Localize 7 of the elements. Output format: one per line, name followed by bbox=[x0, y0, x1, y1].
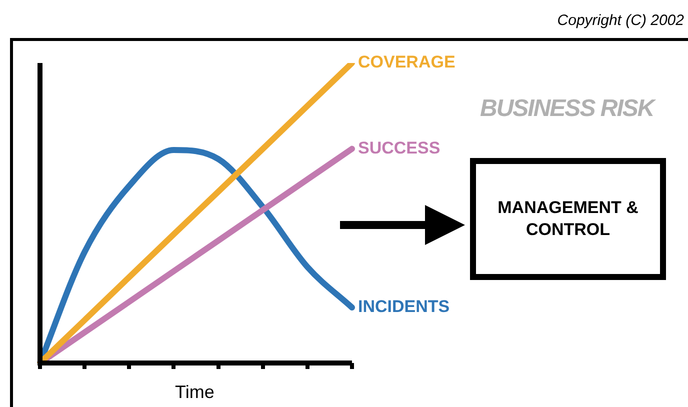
series-label: SUCCESS bbox=[358, 138, 440, 158]
text: BUSINESS RISK bbox=[480, 95, 654, 123]
text: Copyright (C) 2002 bbox=[557, 12, 684, 29]
x-axis-title: Time bbox=[175, 382, 214, 403]
series-label: INCIDENTS bbox=[358, 297, 450, 316]
series-label: COVERAGE bbox=[358, 52, 456, 72]
text: MANAGEMENT & CONTROL bbox=[470, 158, 666, 280]
